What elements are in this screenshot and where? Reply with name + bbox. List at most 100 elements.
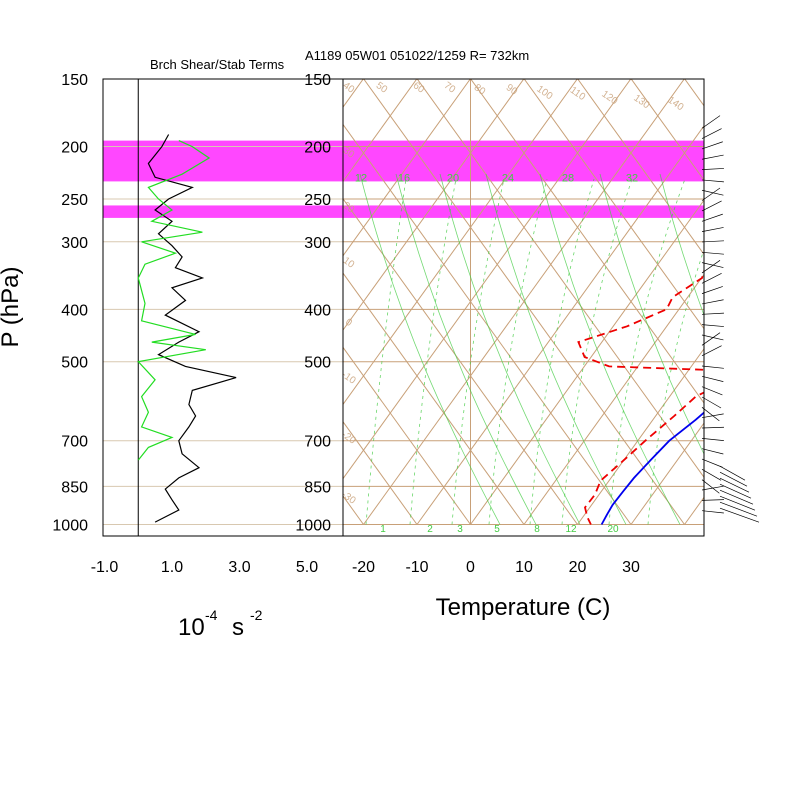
left-pressure-tick-label: 400	[61, 302, 88, 319]
right-pressure-tick-label: 250	[304, 192, 331, 209]
wind-barb	[701, 499, 724, 501]
mixing-ratio-label: 3	[457, 524, 463, 535]
left-pressure-tick-label: 500	[61, 355, 88, 372]
right-pressure-tick-label: 850	[304, 479, 331, 496]
wind-barb	[701, 386, 723, 396]
left-x-tick-label: -1.0	[91, 559, 119, 576]
wind-barbs	[701, 115, 760, 523]
theta-label: 80	[472, 82, 488, 98]
moist-adiabat	[539, 173, 681, 525]
theta-label: -10	[339, 369, 358, 387]
mixing-ratio-line	[647, 248, 704, 525]
wind-barb	[701, 272, 722, 284]
dry-adiabat	[523, 79, 704, 330]
wind-barb	[701, 260, 721, 274]
right-panel-title: A1189 05W01 051022/1259 R= 732km	[305, 48, 529, 63]
dry-adiabat	[363, 79, 685, 525]
moist-adiabat	[359, 173, 501, 525]
wind-barb	[701, 179, 724, 183]
wind-barb	[719, 507, 760, 523]
isotherm	[792, 79, 800, 525]
right-pressure-tick-label: 1000	[295, 518, 331, 535]
theta-label: 90	[504, 82, 520, 98]
mixing-ratio-line	[608, 178, 686, 525]
unit-exponent-2: -2	[250, 607, 263, 623]
left-x-tick-label: 3.0	[228, 559, 250, 576]
moist-adiabat	[395, 173, 537, 525]
wind-barb	[701, 299, 724, 305]
unit-base: 10	[178, 614, 205, 641]
wind-barb	[701, 128, 722, 139]
left-unit-label: 10 -4 s -2	[178, 607, 263, 641]
wind-barb	[701, 251, 724, 255]
right-pressure-tick-label: 300	[304, 235, 331, 252]
theta-label: 0	[343, 317, 354, 329]
moist-adiabat	[439, 173, 581, 525]
mixing-ratio-label: 1	[380, 524, 386, 535]
wind-barb	[719, 471, 748, 487]
left-x-tick-label: 1.0	[161, 559, 183, 576]
wind-barb	[701, 187, 721, 201]
wind-barb	[701, 240, 724, 243]
right-pressure-tick-label: 400	[304, 302, 331, 319]
wind-barb	[701, 324, 724, 327]
theta-label: 70	[442, 80, 458, 96]
mixing-ratio-label: 20	[607, 524, 619, 535]
wind-barb	[719, 495, 756, 511]
wind-barb	[701, 345, 722, 356]
left-pressure-tick-label: 150	[61, 72, 88, 89]
shear-term-line	[147, 134, 237, 523]
isotherm	[738, 79, 800, 525]
temperature-tick-label: 10	[515, 559, 533, 576]
temperature-tick-label: 0	[466, 559, 475, 576]
moist-adiabat-label: 28	[562, 172, 574, 184]
wind-barb	[701, 407, 720, 422]
wind-barb	[719, 501, 758, 517]
mixing-ratio-label: 12	[565, 524, 577, 535]
moist-adiabat-label: 20	[447, 172, 459, 184]
right-pressure-tick-label: 150	[304, 72, 331, 89]
dry-adiabat	[470, 79, 704, 404]
dry-adiabat	[577, 79, 704, 256]
mixing-ratio-line	[529, 178, 595, 525]
wind-barb	[701, 115, 721, 129]
dry-adiabat	[343, 346, 471, 525]
wind-barb	[701, 396, 722, 409]
theta-label: 130	[631, 93, 651, 112]
mixing-ratio-line	[409, 178, 457, 525]
mixing-ratio-label: 2	[427, 524, 433, 535]
wind-barb	[701, 332, 721, 346]
temperature-tick-label: -10	[405, 559, 428, 576]
moist-adiabat-label: 16	[398, 172, 410, 184]
wind-barb	[701, 437, 724, 441]
wind-barb	[701, 200, 722, 212]
left-x-tick-label: 5.0	[296, 559, 318, 576]
stability-term-line	[137, 140, 211, 461]
moist-adiabat	[485, 173, 627, 525]
left-pressure-tick-label: 200	[61, 140, 88, 157]
left-pressure-tick-label: 700	[61, 434, 88, 451]
dry-adiabat	[630, 79, 704, 181]
wind-barb	[701, 469, 722, 481]
left-panel-title: Brch Shear/Stab Terms	[150, 57, 285, 72]
wind-barb	[719, 483, 752, 499]
left-pressure-tick-label: 1000	[52, 518, 88, 535]
theta-label: -30	[339, 489, 358, 507]
moist-adiabat-label: 32	[626, 172, 638, 184]
theta-label: 140	[665, 95, 685, 114]
wind-barb	[701, 510, 724, 514]
theta-label: -20	[339, 429, 358, 447]
wind-barb	[701, 141, 723, 150]
wind-barb	[701, 227, 724, 232]
mixing-ratio-line	[488, 178, 548, 525]
temperature-tick-label: 30	[622, 559, 640, 576]
wind-barb	[701, 485, 724, 491]
moist-adiabat	[599, 173, 704, 455]
temperature-tick-label: 20	[569, 559, 587, 576]
wind-barb	[719, 477, 750, 493]
right-pressure-tick-label: 200	[304, 140, 331, 157]
wind-barb	[701, 479, 720, 494]
skewt-frame	[342, 78, 705, 537]
left-panel-profiles	[137, 134, 237, 523]
